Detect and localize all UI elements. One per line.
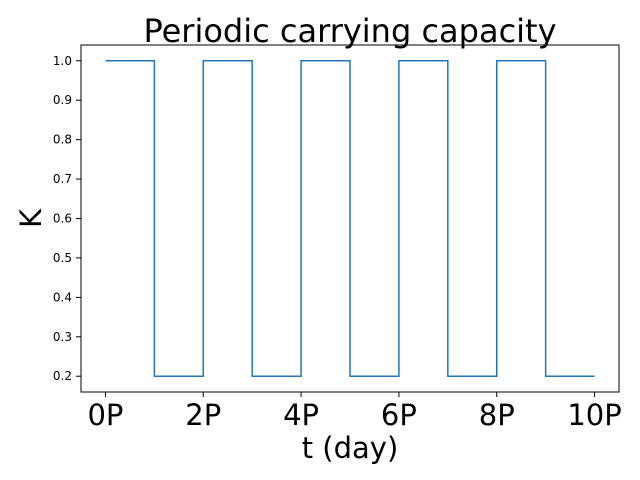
y-axis-label: K: [14, 208, 48, 228]
y-tick-label: 0.2: [53, 369, 72, 383]
x-tick-label: 2P: [185, 398, 221, 432]
y-tick-label: 0.3: [53, 330, 72, 344]
y-tick-label: 0.8: [53, 133, 72, 147]
series-line: [105, 60, 595, 377]
y-tick-label: 0.9: [53, 93, 72, 107]
x-tick-label: 0P: [87, 398, 123, 432]
x-axis-label: t (day): [302, 431, 399, 465]
y-tick-label: 1.0: [53, 54, 72, 68]
x-axis: 0P 2P 4P 6P 8P 10P: [87, 392, 622, 432]
y-tick-label: 0.5: [53, 251, 72, 265]
y-tick-label: 0.7: [53, 172, 72, 186]
x-tick-label: 8P: [479, 398, 515, 432]
x-tick-label: 4P: [283, 398, 319, 432]
chart-title: Periodic carrying capacity: [143, 12, 556, 50]
y-tick-label: 0.6: [53, 212, 72, 226]
y-axis: 0.2 0.3 0.4 0.5 0.6 0.7 0.8 0.9 1.0: [53, 54, 81, 383]
x-tick-label: 6P: [381, 398, 417, 432]
x-tick-label: 10P: [567, 398, 621, 432]
y-tick-label: 0.4: [53, 290, 72, 304]
series-group: [105, 60, 595, 377]
